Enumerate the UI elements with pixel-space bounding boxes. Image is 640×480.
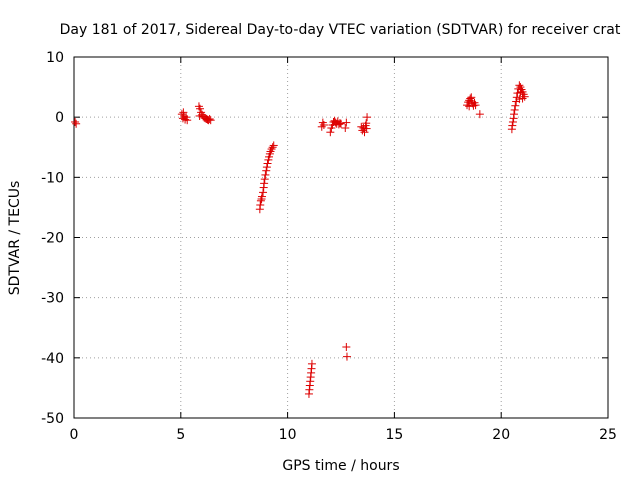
y-tick-label: -20 [41,231,64,247]
data-point [263,159,272,168]
data-point [307,359,316,368]
data-point [331,118,340,127]
x-axis-label: GPS time / hours [282,458,399,474]
x-tick-label: 25 [599,427,617,443]
x-tick-label: 10 [279,427,297,443]
data-point [475,110,484,119]
data-point [464,98,473,107]
data-point [195,111,204,120]
y-tick-label: -40 [41,351,64,367]
x-tick-label: 20 [492,427,510,443]
data-point [326,128,335,137]
data-point [515,81,524,90]
data-point [508,121,517,130]
x-tick-label: 5 [176,427,185,443]
data-point [179,108,188,117]
data-point [317,122,326,131]
data-point [342,118,351,127]
data-point [196,104,205,113]
data-point [465,102,474,111]
data-point [319,120,328,129]
data-point [183,116,192,125]
data-point [341,123,350,132]
data-point [260,179,269,188]
data-point [256,201,265,210]
data-point [514,84,523,93]
data-point [335,119,344,128]
data-point [268,143,277,152]
data-point [360,128,369,137]
y-tick-label: -30 [41,291,64,307]
data-point [257,194,266,203]
data-point [200,113,209,122]
data-point [363,113,372,122]
data-point [177,110,186,119]
data-point [508,117,517,126]
data-point [267,145,276,154]
data-point [357,122,366,131]
data-point [334,120,343,129]
x-tick-label: 0 [70,427,79,443]
data-point [261,170,270,179]
x-tick-label: 15 [385,427,403,443]
data-point [201,114,210,123]
data-point [467,93,476,102]
data-point [259,188,268,197]
data-point [337,119,345,128]
y-axis-label: SDTVAR / TECUs [7,181,23,296]
y-tick-labels: -50 -40 -30 -20 -10 0 10 [41,50,64,427]
data-point [72,119,81,128]
data-point [256,196,265,205]
x-tick-labels: 0 5 10 15 20 25 [70,427,617,443]
data-point [510,110,519,119]
y-tick-label: -10 [41,170,64,186]
data-point [471,101,480,110]
data-point [205,114,214,123]
data-point [203,115,212,124]
y-tick-label: 10 [46,50,64,66]
data-point [518,94,527,103]
data-point [71,117,80,126]
data-point [262,166,271,175]
data-point [515,95,524,104]
data-point [510,105,519,114]
data-point [520,92,529,101]
data-point [260,175,269,184]
data-point [262,163,271,172]
axis-ticks [73,56,609,419]
data-point [342,352,351,361]
data-point [511,101,520,110]
data-point [180,111,189,120]
y-tick-label: -50 [41,411,64,427]
chart-title: Day 181 of 2017, Sidereal Day-to-day VTE… [60,22,621,38]
data-point [329,117,338,126]
data-point [342,343,351,352]
data-point [269,141,278,150]
y-tick-label: 0 [55,110,64,126]
data-point [362,119,371,128]
data-point [206,116,215,125]
data-points [71,81,529,398]
grid-lines [74,57,608,418]
data-point [516,88,525,97]
